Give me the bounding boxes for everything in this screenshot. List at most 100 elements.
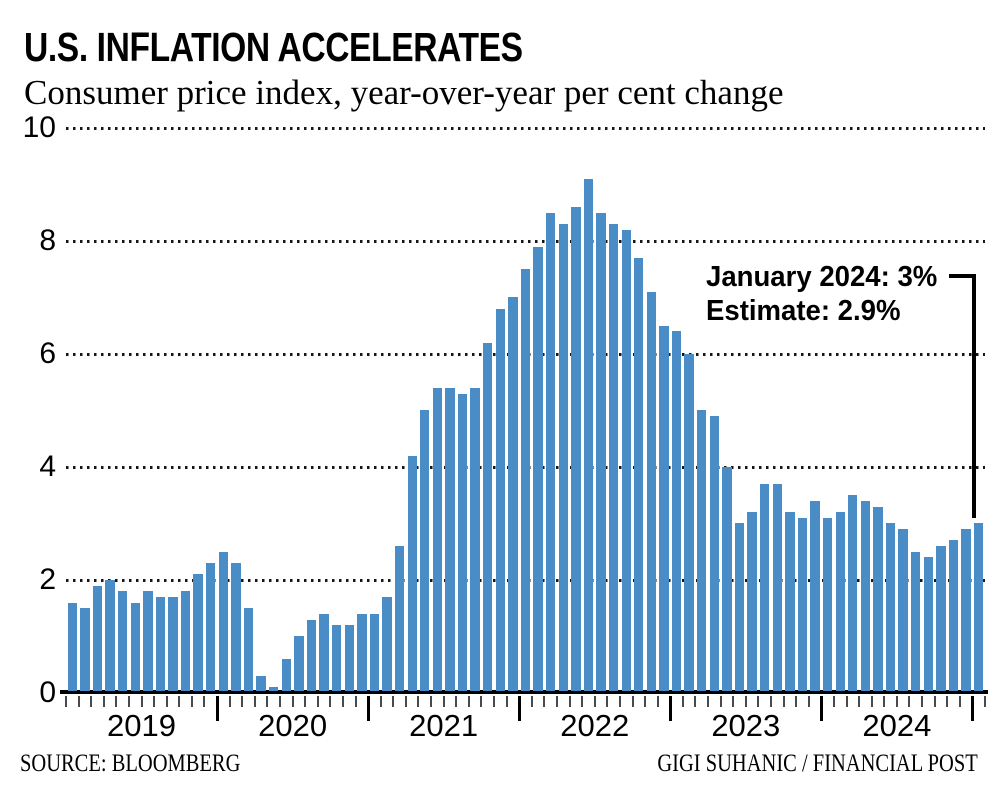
month-tick	[140, 696, 143, 707]
bar	[105, 580, 115, 691]
month-tick	[757, 696, 760, 707]
x-axis-year-label: 2021	[409, 708, 479, 743]
bar	[974, 523, 984, 691]
x-axis-year-label: 2023	[711, 708, 781, 743]
month-tick	[442, 696, 445, 707]
bar	[445, 388, 455, 691]
month-tick	[795, 696, 798, 707]
month-tick	[921, 696, 924, 707]
bar	[697, 410, 707, 691]
bar	[432, 388, 443, 691]
bar	[306, 620, 317, 691]
bar	[684, 354, 694, 691]
month-tick	[719, 696, 722, 707]
bar	[734, 523, 745, 691]
bar	[80, 608, 90, 691]
bar	[923, 557, 934, 691]
month-tick	[190, 696, 193, 707]
bar	[785, 512, 795, 691]
annotation-line1: January 2024: 3%	[706, 261, 938, 293]
bar	[294, 636, 304, 691]
bar	[709, 416, 720, 691]
month-tick	[404, 696, 407, 707]
month-tick	[681, 696, 684, 707]
year-tick	[668, 696, 672, 721]
bar	[961, 529, 971, 691]
month-tick	[707, 696, 710, 707]
bar	[168, 597, 178, 691]
year-tick	[517, 696, 521, 721]
bar	[382, 597, 392, 691]
month-tick	[127, 696, 130, 707]
y-axis-label: 8	[39, 224, 56, 257]
month-tick	[581, 696, 584, 707]
gridline-8	[66, 239, 985, 243]
y-axis-label: 0	[39, 676, 56, 709]
month-tick	[203, 696, 206, 707]
month-tick	[455, 696, 458, 707]
bar	[508, 297, 518, 691]
month-tick	[279, 696, 281, 707]
year-tick	[215, 696, 219, 721]
bar	[646, 292, 657, 691]
bar	[608, 224, 619, 691]
month-tick	[555, 696, 558, 707]
month-tick	[845, 696, 848, 707]
bar	[545, 213, 556, 691]
x-axis-baseline	[60, 690, 988, 694]
bar	[571, 207, 581, 691]
bar	[193, 574, 203, 691]
author-credit: GIGI SUHANIC / FINANCIAL POST	[657, 750, 978, 777]
month-tick	[946, 696, 949, 707]
month-tick	[631, 696, 634, 707]
month-tick	[933, 696, 936, 707]
month-tick	[807, 696, 810, 707]
bar	[634, 258, 644, 691]
month-tick	[291, 696, 294, 707]
bar	[155, 597, 166, 691]
bar	[470, 388, 480, 691]
month-tick	[253, 696, 256, 707]
chart-subtitle: Consumer price index, year-over-year per…	[24, 73, 784, 112]
month-tick	[228, 696, 231, 707]
month-tick	[606, 696, 609, 707]
month-tick	[769, 696, 772, 707]
month-tick	[77, 696, 80, 707]
month-tick	[530, 696, 533, 707]
gridline-10	[66, 126, 985, 130]
month-tick	[908, 696, 911, 707]
bar	[281, 659, 291, 691]
bar	[117, 591, 128, 691]
bar	[911, 552, 921, 691]
bar	[810, 501, 820, 691]
bar	[558, 224, 568, 691]
bar	[596, 213, 606, 691]
bar	[218, 552, 229, 691]
y-axis-label: 10	[22, 111, 56, 144]
month-tick	[266, 696, 269, 707]
month-tick	[618, 696, 621, 707]
bar	[583, 179, 594, 691]
month-tick	[568, 696, 571, 707]
bar	[848, 495, 858, 691]
bar	[319, 614, 329, 691]
year-tick	[366, 696, 370, 721]
month-tick	[782, 696, 785, 707]
month-tick	[543, 696, 546, 707]
month-tick	[354, 696, 357, 707]
month-tick	[102, 696, 105, 707]
month-tick	[694, 696, 697, 707]
month-tick	[467, 696, 470, 707]
month-tick	[90, 696, 93, 707]
month-tick	[493, 696, 496, 707]
month-tick	[341, 696, 344, 707]
annotation-callout: January 2024: 3% Estimate: 2.9%	[706, 260, 937, 328]
bar	[269, 687, 279, 691]
month-tick	[304, 696, 307, 707]
bar	[860, 501, 871, 691]
bar	[143, 591, 153, 691]
month-tick	[895, 696, 898, 707]
y-axis-label: 6	[39, 337, 56, 370]
bar	[722, 467, 732, 691]
